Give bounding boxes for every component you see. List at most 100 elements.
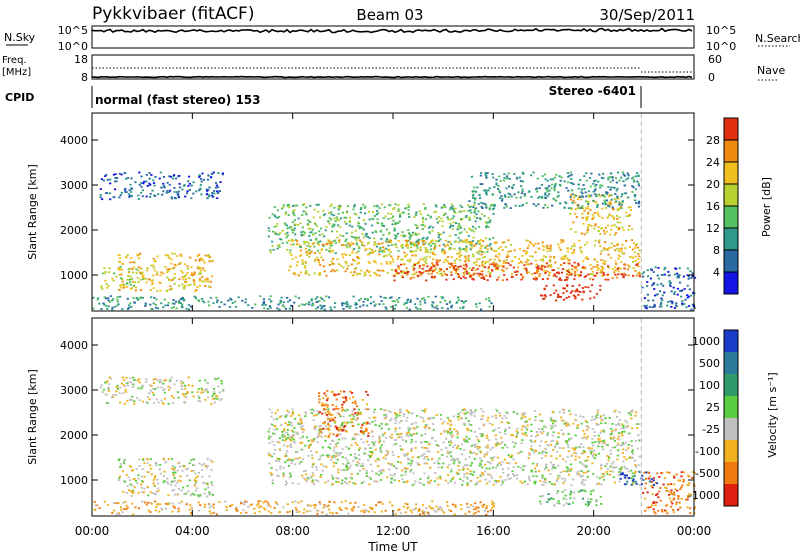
heatmap-cell-1-2: [479, 462, 482, 465]
heatmap-cell-0-3: [392, 208, 395, 211]
heatmap-cell-1-0: [132, 376, 135, 379]
heatmap-cell-0-9: [303, 303, 306, 306]
heatmap-cell-0-3: [463, 248, 466, 250]
heatmap-cell-0-3: [358, 227, 361, 230]
heatmap-cell-1-2: [630, 417, 633, 420]
heatmap-cell-1-2: [301, 425, 305, 428]
heatmap-cell-0-3: [451, 217, 454, 220]
heatmap-cell-0-3: [485, 224, 488, 227]
heatmap-cell-0-5: [479, 272, 482, 275]
heatmap-cell-0-9: [409, 301, 412, 303]
heatmap-cell-0-9: [398, 297, 401, 299]
heatmap-cell-0-4: [434, 267, 438, 270]
heatmap-cell-1-2: [284, 416, 287, 418]
heatmap-cell-0-2: [141, 276, 144, 278]
heatmap-cell-0-7: [574, 213, 577, 215]
heatmap-cell-0-9: [194, 296, 197, 299]
heatmap-cell-0-0: [113, 188, 117, 191]
heatmap-cell-0-8: [555, 173, 558, 176]
date-title: 30/Sep/2011: [599, 6, 695, 24]
heatmap-cell-1-2: [552, 425, 555, 428]
heatmap-cell-1-2: [410, 423, 413, 426]
heatmap-cell-1-2: [324, 481, 327, 484]
heatmap-cell-0-3: [422, 217, 425, 219]
heatmap-cell-1-2: [501, 468, 504, 470]
heatmap-cell-0-3: [408, 236, 411, 239]
heatmap-cell-0-3: [371, 231, 374, 234]
heatmap-cell-0-9: [282, 301, 286, 304]
heatmap-cell-0-8: [554, 182, 557, 185]
heatmap-cell-0-9: [264, 304, 267, 306]
heatmap-cell-1-2: [613, 439, 616, 442]
heatmap-cell-1-1: [176, 481, 179, 484]
heatmap-cell-1-2: [469, 473, 472, 475]
heatmap-cell-1-2: [490, 477, 494, 479]
heatmap-cell-0-4: [631, 248, 635, 251]
heatmap-cell-0-10: [663, 268, 666, 271]
heatmap-cell-0-8: [632, 179, 636, 182]
heatmap-cell-1-0: [163, 379, 166, 382]
heatmap-cell-0-0: [170, 196, 173, 198]
heatmap-cell-1-2: [419, 441, 423, 443]
heatmap-cell-0-10: [683, 288, 686, 290]
heatmap-cell-1-1: [211, 494, 214, 496]
heatmap-cell-1-0: [104, 381, 107, 384]
heatmap-cell-0-3: [348, 245, 351, 248]
heatmap-cell-0-2: [194, 259, 197, 262]
heatmap-cell-0-10: [693, 276, 697, 279]
heatmap-cell-1-2: [311, 481, 314, 483]
heatmap-cell-0-0: [187, 185, 190, 187]
heatmap-cell-0-4: [349, 271, 352, 274]
heatmap-cell-0-9: [216, 301, 219, 304]
heatmap-cell-0-10: [678, 267, 681, 269]
heatmap-cell-0-9: [369, 296, 373, 298]
heatmap-cell-1-2: [346, 408, 349, 411]
heatmap-cell-0-3: [307, 227, 310, 230]
heatmap-cell-0-0: [138, 171, 141, 174]
heatmap-cell-0-8: [631, 191, 634, 193]
heatmap-cell-0-5: [502, 265, 505, 268]
heatmap-cell-0-3: [451, 228, 454, 231]
heatmap-cell-0-8: [603, 195, 606, 198]
heatmap-cell-0-5: [445, 278, 448, 281]
heatmap-cell-1-0: [198, 379, 201, 382]
heatmap-cell-1-0: [184, 393, 188, 395]
heatmap-cell-1-2: [544, 468, 547, 471]
heatmap-cell-0-3: [421, 221, 425, 224]
heatmap-cell-0-4: [621, 252, 624, 255]
heatmap-cell-0-3: [442, 231, 445, 234]
heatmap-cell-0-1: [129, 283, 132, 286]
heatmap-cell-1-2: [579, 461, 582, 464]
heatmap-cell-0-0: [134, 181, 137, 184]
heatmap-cell-1-2: [334, 420, 337, 423]
heatmap-cell-1-2: [414, 480, 417, 482]
heatmap-cell-1-0: [200, 391, 203, 394]
heatmap-cell-0-4: [618, 255, 622, 258]
heatmap-cell-1-1: [162, 475, 165, 477]
heatmap-cell-0-5: [412, 276, 415, 279]
heatmap-cell-0-4: [617, 257, 620, 260]
heatmap-cell-1-2: [404, 473, 407, 476]
heatmap-cell-0-2: [123, 284, 126, 287]
heatmap-cell-0-4: [301, 259, 304, 262]
heatmap-cell-0-5: [426, 265, 429, 268]
heatmap-cell-1-2: [469, 470, 472, 473]
heatmap-cell-0-10: [676, 276, 679, 279]
heatmap-cell-0-4: [580, 251, 583, 254]
heatmap-cell-1-2: [486, 437, 489, 439]
heatmap-cell-0-4: [562, 255, 565, 258]
heatmap-cell-0-8: [618, 179, 621, 182]
heatmap-cell-0-2: [164, 266, 167, 268]
heatmap-cell-1-0: [204, 398, 207, 401]
heatmap-cell-1-2: [586, 435, 589, 438]
heatmap-cell-1-2: [345, 446, 348, 448]
heatmap-cell-1-2: [432, 428, 435, 431]
heatmap-cell-0-4: [525, 261, 528, 263]
heatmap-cell-0-8: [523, 193, 526, 195]
heatmap-cell-0-4: [299, 255, 302, 257]
heatmap-cell-1-2: [311, 479, 314, 482]
heatmap-cell-0-4: [363, 244, 366, 247]
heatmap-cell-1-2: [624, 477, 627, 480]
heatmap-cell-1-2: [275, 469, 278, 472]
heatmap-cell-0-9: [92, 307, 95, 310]
